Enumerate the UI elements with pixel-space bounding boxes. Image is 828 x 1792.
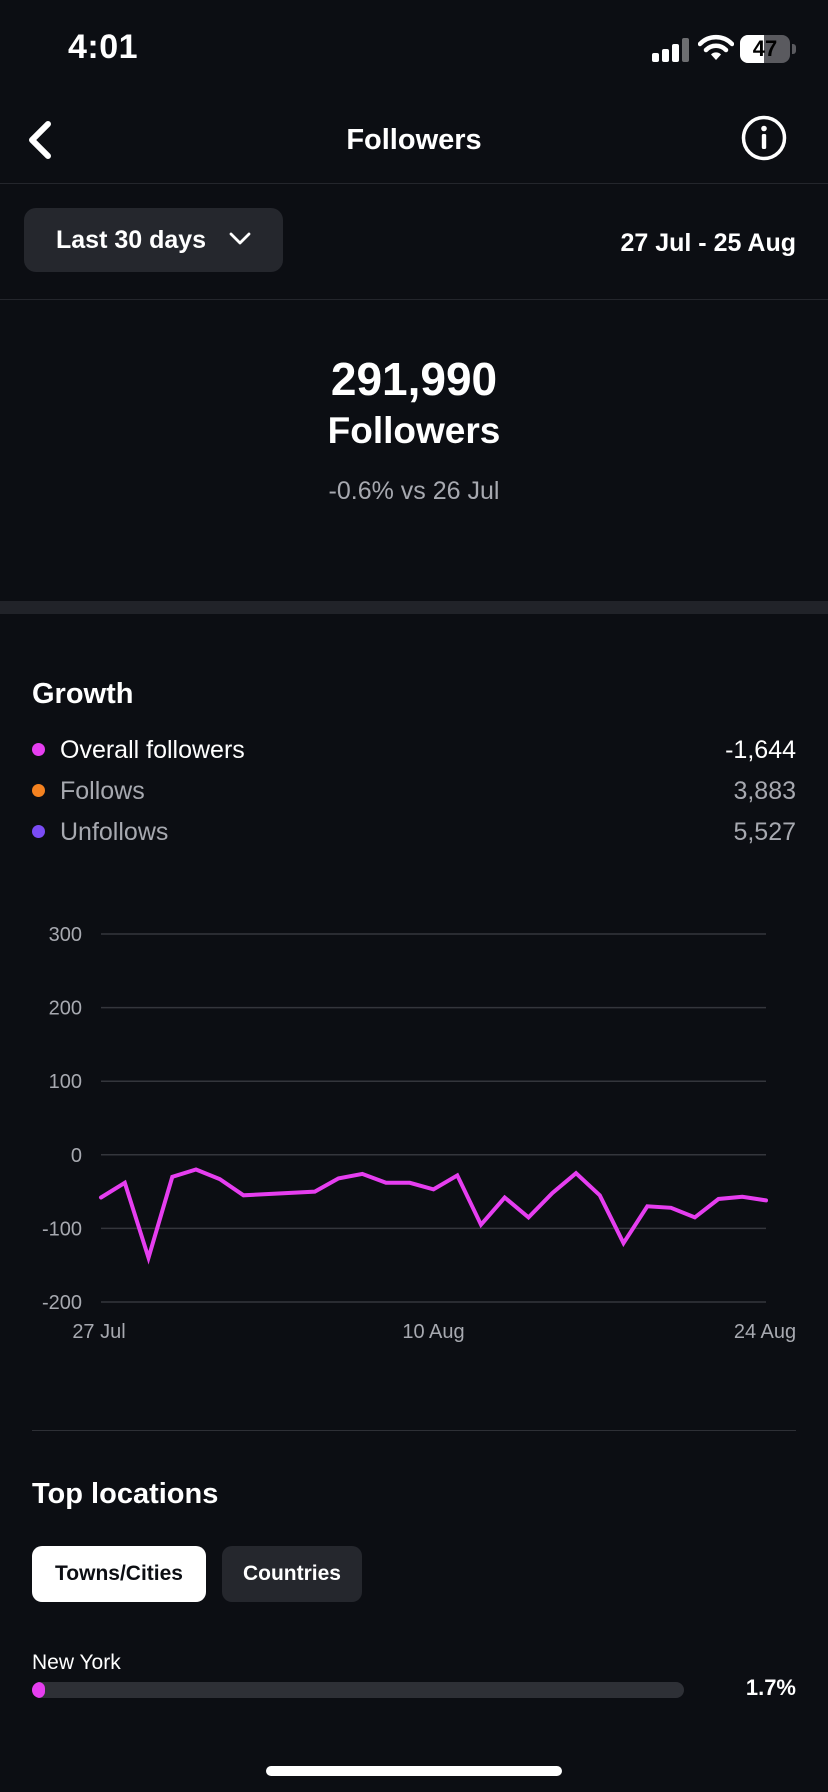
legend-name: Follows: [60, 777, 145, 805]
growth-title: Growth: [32, 678, 134, 710]
y-tick-label: -200: [42, 1292, 82, 1314]
legend-value: 5,527: [733, 818, 796, 846]
legend-dot: [32, 743, 45, 756]
legend-item-unfollows: Unfollows 5,527: [32, 814, 796, 850]
status-bar: 4:01 47: [0, 0, 828, 100]
y-tick-label: 100: [49, 1071, 82, 1093]
series-line-overall-followers: [99, 1167, 768, 1265]
follower-count: 291,990: [330, 353, 498, 405]
legend-name: Unfollows: [60, 818, 169, 846]
section-divider: [0, 601, 828, 614]
y-tick-label: -100: [42, 1218, 82, 1240]
cellular-signal-icon: [652, 38, 690, 62]
x-tick-label: 10 Aug: [402, 1321, 464, 1343]
legend-value: 3,883: [733, 777, 796, 805]
chevron-down-icon: [229, 232, 251, 245]
date-range-text: 27 Jul - 25 Aug: [620, 229, 796, 257]
info-icon[interactable]: [740, 114, 788, 162]
location-bar-fill: [32, 1682, 46, 1698]
status-time: 4:01: [68, 28, 139, 66]
location-percent: 1.7%: [745, 1675, 796, 1700]
legend-name: Overall followers: [60, 736, 245, 764]
legend-dot: [32, 825, 45, 838]
battery-level: 47: [752, 36, 778, 61]
y-tick-label: 300: [49, 924, 82, 946]
back-chevron-icon[interactable]: [20, 114, 64, 166]
header: Followers: [0, 100, 828, 184]
follower-count-label: Followers: [327, 410, 501, 451]
battery-tip: [792, 44, 796, 54]
tab-towns-cities[interactable]: Towns/Cities: [32, 1546, 206, 1602]
x-tick-label: 27 Jul: [72, 1321, 125, 1343]
location-bar: [32, 1682, 684, 1698]
location-name: New York: [32, 1651, 121, 1674]
tab-countries[interactable]: Countries: [222, 1546, 362, 1602]
wifi-icon: [698, 34, 734, 60]
date-range-row: Last 30 days 27 Jul - 25 Aug: [0, 185, 828, 300]
section-divider: [32, 1430, 796, 1431]
date-range-dropdown[interactable]: Last 30 days: [24, 208, 283, 272]
legend-item-follows: Follows 3,883: [32, 773, 796, 809]
follower-change: -0.6% vs 26 Jul: [328, 477, 500, 505]
page-title: Followers: [346, 124, 482, 156]
legend-item-overall-followers: Overall followers -1,644: [32, 732, 796, 768]
top-locations-title: Top locations: [32, 1478, 219, 1510]
x-tick-label: 24 Aug: [734, 1321, 796, 1343]
growth-chart: 300 200 100 0 -100 -200 27 Jul 10 Aug 24 Aug: [42, 924, 796, 1343]
home-indicator[interactable]: [266, 1766, 562, 1776]
date-range-dropdown-label: Last 30 days: [56, 226, 207, 254]
legend-value: -1,644: [725, 736, 796, 764]
followers-summary: 291,990 Followers -0.6% vs 26 Jul: [0, 300, 828, 600]
battery-icon: 47: [740, 35, 790, 63]
legend-dot: [32, 784, 45, 797]
y-tick-label: 200: [49, 998, 82, 1020]
y-tick-label: 0: [71, 1145, 82, 1167]
